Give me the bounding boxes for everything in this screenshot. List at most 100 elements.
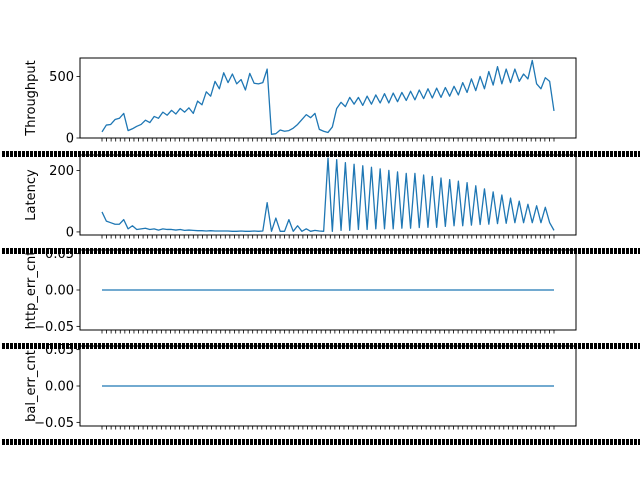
x-tick-label-mark bbox=[618, 151, 621, 157]
x-tick-label-mark bbox=[74, 151, 77, 157]
x-tick-label-mark bbox=[578, 248, 581, 254]
x-tick-label-mark bbox=[482, 439, 485, 445]
x-tick-label-mark bbox=[186, 439, 189, 445]
x-tick-label-mark bbox=[426, 151, 429, 157]
x-tick-label-mark bbox=[206, 248, 209, 254]
x-tick-label-mark bbox=[542, 439, 545, 445]
x-tick-label-mark bbox=[266, 151, 269, 157]
x-tick-label-mark bbox=[258, 439, 261, 445]
x-tick-label-mark bbox=[194, 151, 197, 157]
x-tick-label-mark bbox=[354, 151, 357, 157]
x-tick-label-mark bbox=[318, 248, 321, 254]
x-tick-label-mark bbox=[306, 151, 309, 157]
y-tick-label: 0.05 bbox=[45, 343, 74, 358]
x-tick-label-mark bbox=[598, 439, 601, 445]
x-tick-label-mark bbox=[350, 439, 353, 445]
x-tick-label-mark bbox=[442, 439, 445, 445]
x-tick-label-mark bbox=[310, 248, 313, 254]
x-tick-label-mark bbox=[190, 151, 193, 157]
x-tick-label-mark bbox=[218, 439, 221, 445]
x-tick-label-mark bbox=[586, 151, 589, 157]
x-tick-label-mark bbox=[94, 248, 97, 254]
x-tick-label-mark bbox=[90, 248, 93, 254]
x-tick-label-mark bbox=[254, 151, 257, 157]
x-tick-label-mark bbox=[482, 151, 485, 157]
x-tick-label-mark bbox=[346, 151, 349, 157]
x-tick-label-mark bbox=[462, 248, 465, 254]
x-tick-label-mark bbox=[526, 248, 529, 254]
x-tick-label-mark bbox=[610, 439, 613, 445]
x-tick-label-mark bbox=[294, 439, 297, 445]
x-tick-label-mark bbox=[26, 343, 29, 349]
x-tick-label-mark bbox=[426, 439, 429, 445]
x-tick-label-mark bbox=[182, 248, 185, 254]
x-tick-label-mark bbox=[550, 439, 553, 445]
x-tick-label-mark bbox=[550, 248, 553, 254]
x-tick-label-mark bbox=[322, 248, 325, 254]
x-tick-label-mark bbox=[126, 439, 129, 445]
x-tick-label-mark bbox=[438, 248, 441, 254]
x-tick-label-mark bbox=[182, 439, 185, 445]
x-tick-label-mark bbox=[398, 439, 401, 445]
x-tick-label-mark bbox=[430, 248, 433, 254]
x-tick-label-mark bbox=[526, 439, 529, 445]
x-tick-label-mark bbox=[314, 151, 317, 157]
x-tick-label-mark bbox=[450, 248, 453, 254]
x-tick-label-mark bbox=[238, 248, 241, 254]
x-tick-label-mark bbox=[142, 439, 145, 445]
x-tick-label-mark bbox=[162, 151, 165, 157]
x-tick-label-mark bbox=[118, 248, 121, 254]
x-tick-label-mark bbox=[2, 248, 5, 254]
x-tick-label-mark bbox=[230, 248, 233, 254]
x-tick-label-mark bbox=[238, 151, 241, 157]
x-tick-label-mark bbox=[626, 439, 629, 445]
x-tick-label-mark bbox=[14, 248, 17, 254]
x-tick-label-mark bbox=[246, 248, 249, 254]
x-tick-label-mark bbox=[314, 248, 317, 254]
x-tick-label-mark bbox=[130, 151, 133, 157]
x-tick-label-mark bbox=[618, 439, 621, 445]
x-tick-label-mark bbox=[614, 151, 617, 157]
x-tick-label-mark bbox=[414, 248, 417, 254]
x-tick-label-mark bbox=[538, 151, 541, 157]
x-tick-label-mark bbox=[142, 248, 145, 254]
axes-frame bbox=[79, 345, 577, 427]
x-tick-label-mark bbox=[618, 248, 621, 254]
x-tick-label-mark bbox=[386, 439, 389, 445]
x-tick-label-mark bbox=[30, 151, 33, 157]
x-tick-label-mark bbox=[54, 343, 57, 349]
x-tick-label-mark bbox=[174, 151, 177, 157]
x-tick-label-mark bbox=[634, 343, 637, 349]
x-tick-label-mark bbox=[138, 151, 141, 157]
subplot-2: 0 200 Latency bbox=[2, 154, 640, 254]
x-tick-label-mark bbox=[74, 248, 77, 254]
x-tick-label-mark bbox=[218, 248, 221, 254]
x-tick-label-mark bbox=[414, 151, 417, 157]
x-tick-label-mark bbox=[594, 151, 597, 157]
x-tick-label-mark bbox=[394, 439, 397, 445]
x-tick-label-mark bbox=[114, 151, 117, 157]
x-tick-label-mark bbox=[594, 248, 597, 254]
x-tick-label-mark bbox=[482, 248, 485, 254]
x-tick-label-mark bbox=[266, 248, 269, 254]
x-tick-label-mark bbox=[534, 151, 537, 157]
x-tick-label-mark bbox=[466, 151, 469, 157]
x-tick-label-mark bbox=[538, 439, 541, 445]
x-tick-label-mark bbox=[610, 248, 613, 254]
x-tick-label-mark bbox=[86, 151, 89, 157]
x-tick-label-mark bbox=[490, 248, 493, 254]
x-tick-label-mark bbox=[302, 248, 305, 254]
x-tick-label-mark bbox=[622, 151, 625, 157]
x-tick-label-mark bbox=[166, 248, 169, 254]
subplot-1: 0 500 Throughput bbox=[2, 57, 640, 157]
x-tick-label-mark bbox=[110, 248, 113, 254]
x-tick-label-mark bbox=[114, 248, 117, 254]
x-tick-label-mark bbox=[442, 248, 445, 254]
x-tick-label-mark bbox=[494, 439, 497, 445]
x-tick-label-mark bbox=[230, 151, 233, 157]
x-tick-label-mark bbox=[282, 248, 285, 254]
x-tick-label-mark bbox=[626, 248, 629, 254]
x-tick-label-mark bbox=[342, 151, 345, 157]
x-tick-label-mark bbox=[530, 151, 533, 157]
